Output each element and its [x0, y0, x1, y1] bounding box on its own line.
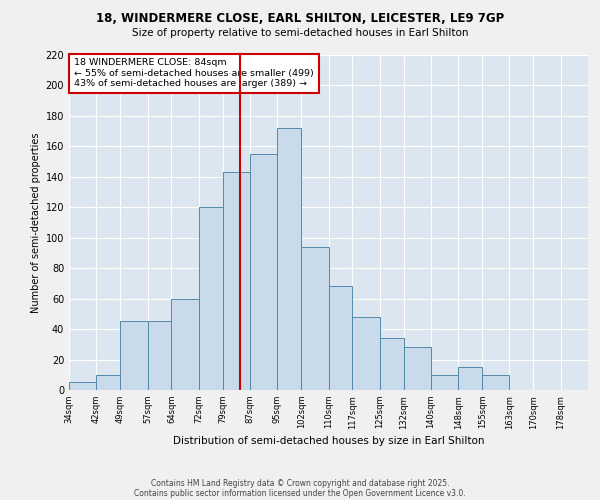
Text: Contains public sector information licensed under the Open Government Licence v3: Contains public sector information licen…	[134, 488, 466, 498]
Y-axis label: Number of semi-detached properties: Number of semi-detached properties	[31, 132, 41, 313]
Bar	[148, 322, 172, 390]
Text: Contains HM Land Registry data © Crown copyright and database right 2025.: Contains HM Land Registry data © Crown c…	[151, 478, 449, 488]
Bar	[172, 298, 199, 390]
Bar	[431, 375, 458, 390]
Bar	[223, 172, 250, 390]
Bar	[458, 367, 482, 390]
Bar	[352, 317, 380, 390]
Text: 18, WINDERMERE CLOSE, EARL SHILTON, LEICESTER, LE9 7GP: 18, WINDERMERE CLOSE, EARL SHILTON, LEIC…	[96, 12, 504, 26]
Bar	[250, 154, 277, 390]
Bar	[277, 128, 301, 390]
Bar	[120, 322, 148, 390]
Text: 18 WINDERMERE CLOSE: 84sqm
← 55% of semi-detached houses are smaller (499)
43% o: 18 WINDERMERE CLOSE: 84sqm ← 55% of semi…	[74, 58, 314, 88]
Bar	[199, 208, 223, 390]
Bar	[301, 247, 329, 390]
Bar	[329, 286, 352, 390]
Text: Size of property relative to semi-detached houses in Earl Shilton: Size of property relative to semi-detach…	[132, 28, 468, 38]
Bar	[380, 338, 404, 390]
X-axis label: Distribution of semi-detached houses by size in Earl Shilton: Distribution of semi-detached houses by …	[173, 436, 484, 446]
Bar	[482, 375, 509, 390]
Bar	[97, 375, 120, 390]
Bar	[404, 348, 431, 390]
Bar	[69, 382, 97, 390]
